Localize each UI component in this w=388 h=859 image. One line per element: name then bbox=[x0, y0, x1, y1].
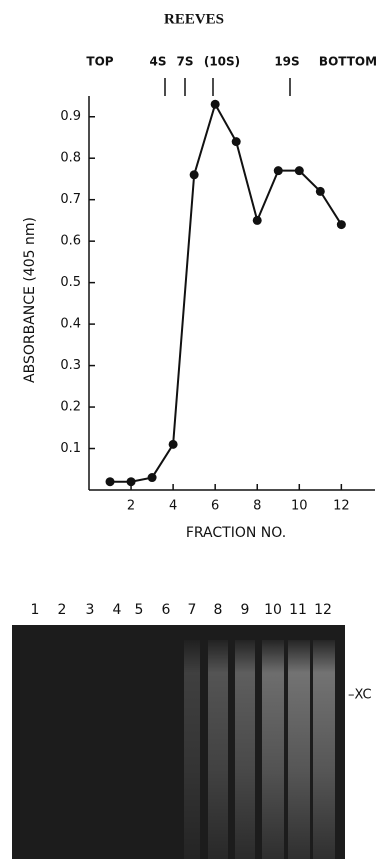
data-point bbox=[211, 100, 220, 109]
x-axis-label: FRACTION NO. bbox=[186, 525, 286, 541]
lane-label: 10 bbox=[264, 602, 282, 618]
data-point bbox=[337, 220, 346, 229]
y-tick-label: 0.4 bbox=[60, 317, 81, 332]
y-tick-label: 0.8 bbox=[60, 151, 81, 166]
lane-label: 7 bbox=[188, 602, 197, 618]
data-point bbox=[106, 477, 115, 486]
y-tick-label: 0.6 bbox=[60, 234, 81, 249]
x-tick-label: 12 bbox=[333, 499, 350, 514]
figure: REEVES ABSORBANCE (405 nm) FRACTION NO. … bbox=[0, 0, 388, 859]
gel-smear bbox=[288, 640, 310, 859]
sedimentation-label: 19S bbox=[274, 55, 299, 69]
data-point bbox=[316, 187, 325, 196]
y-tick-label: 0.1 bbox=[60, 441, 81, 456]
data-point bbox=[253, 216, 262, 225]
data-line bbox=[110, 104, 341, 481]
sedimentation-label: TOP bbox=[86, 55, 113, 69]
data-point bbox=[169, 440, 178, 449]
x-tick-label: 4 bbox=[169, 499, 177, 514]
lane-label: 8 bbox=[214, 602, 223, 618]
sedimentation-label: 4S bbox=[150, 55, 167, 69]
sedimentation-markers bbox=[165, 78, 290, 96]
lane-label: 9 bbox=[241, 602, 250, 618]
sedimentation-label: 7S bbox=[177, 55, 194, 69]
lane-label: 6 bbox=[162, 602, 171, 618]
y-tick-label: 0.9 bbox=[60, 109, 81, 124]
lane-label: 12 bbox=[314, 602, 332, 618]
gel-image bbox=[12, 625, 345, 859]
gel-marker-label: –XC bbox=[348, 688, 372, 703]
sedimentation-label: (10S) bbox=[204, 55, 240, 69]
data-point bbox=[274, 166, 283, 175]
y-tick-label: 0.5 bbox=[60, 275, 81, 290]
data-point bbox=[190, 170, 199, 179]
x-tick-label: 2 bbox=[127, 499, 135, 514]
data-point bbox=[232, 137, 241, 146]
data-point bbox=[295, 166, 304, 175]
y-tick-label: 0.7 bbox=[60, 192, 81, 207]
gel-smear bbox=[184, 640, 200, 859]
gel-smear bbox=[313, 640, 335, 859]
gel-smear bbox=[235, 640, 255, 859]
x-tick-label: 10 bbox=[291, 499, 308, 514]
data-point bbox=[148, 473, 157, 482]
lane-label: 2 bbox=[58, 602, 67, 618]
lane-label: 1 bbox=[31, 602, 40, 618]
sedimentation-label: BOTTOM bbox=[319, 55, 377, 69]
gel-smear bbox=[208, 640, 228, 859]
lane-label: 5 bbox=[135, 602, 144, 618]
lane-label: 11 bbox=[289, 602, 307, 618]
chart-title: REEVES bbox=[164, 11, 224, 27]
lane-label: 3 bbox=[86, 602, 95, 618]
x-tick-label: 8 bbox=[253, 499, 261, 514]
lane-label: 4 bbox=[113, 602, 122, 618]
gel-smear bbox=[262, 640, 284, 859]
x-tick-label: 6 bbox=[211, 499, 219, 514]
y-tick-label: 0.2 bbox=[60, 400, 81, 415]
y-axis-label: ABSORBANCE (405 nm) bbox=[22, 217, 38, 383]
data-point bbox=[127, 477, 136, 486]
y-tick-label: 0.3 bbox=[60, 358, 81, 373]
